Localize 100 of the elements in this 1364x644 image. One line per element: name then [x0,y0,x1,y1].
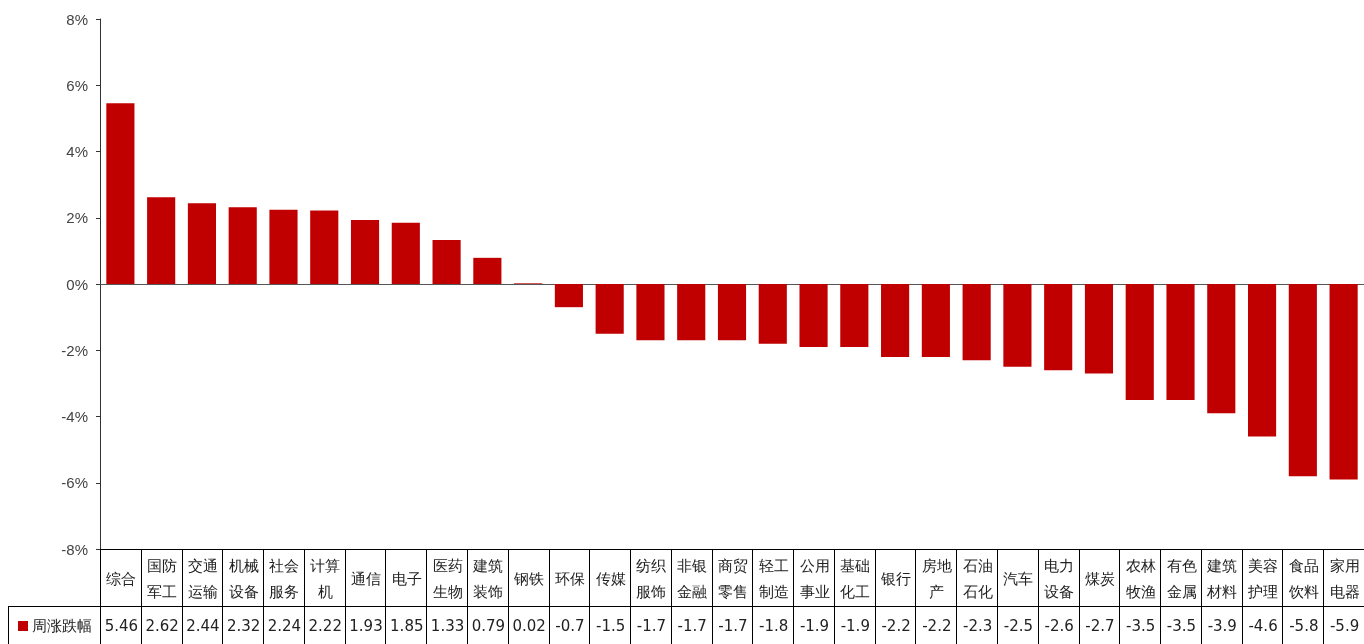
data-label: -3.9 [1200,606,1243,644]
bar [554,284,583,308]
y-tick-label: 4% [66,143,88,160]
x-tick-label: 钢铁 [507,549,550,607]
data-label: -5.9 [1323,606,1364,644]
bar [636,284,665,341]
data-label: -0.7 [548,606,591,644]
data-label: 2.22 [303,606,346,644]
data-label: -5.8 [1282,606,1325,644]
bar [310,210,339,284]
x-tick-label: 公用事业 [793,549,835,607]
data-label: -2.3 [956,606,999,644]
x-tick-label: 电子 [385,549,428,607]
data-label: -3.5 [1160,606,1202,644]
data-label: -1.8 [752,606,795,644]
bar [269,209,298,284]
y-tick-label: -2% [61,341,88,359]
x-tick-label: 商贸零售 [711,549,754,607]
x-tick-label: 通信 [344,549,387,607]
y-tick-label: 8% [66,10,88,28]
data-label: 5.46 [100,606,142,644]
legend-label: 周涨跌幅 [8,606,101,644]
x-tick-label: 美容护理 [1241,549,1284,607]
bar [391,222,420,284]
y-tick-label: -4% [61,408,88,425]
bar [758,284,787,344]
data-label: 1.93 [344,606,387,644]
data-label: 0.79 [466,606,509,644]
bar [677,284,706,341]
data-label: -1.7 [630,606,672,644]
bar [1166,284,1195,400]
y-tick-label: 6% [66,76,88,94]
data-label: 0.02 [507,606,550,644]
x-tick-label: 银行 [874,549,917,607]
x-tick-label: 汽车 [997,549,1039,607]
data-label: 2.44 [181,606,224,644]
bar [1084,284,1114,374]
bar [595,284,624,334]
data-label: -1.9 [793,606,835,644]
x-tick-label: 农林牧渔 [1119,549,1162,607]
bar [473,257,502,284]
x-tick-label: 传媒 [589,549,632,607]
bar [717,284,747,341]
x-tick-label: 综合 [100,549,142,607]
x-tick-label: 交通运输 [181,549,224,607]
bar [1003,284,1032,367]
data-label: -2.7 [1078,606,1121,644]
data-label: 2.24 [263,606,305,644]
data-label: -4.6 [1241,606,1284,644]
bar [1329,284,1358,480]
data-label: -1.9 [833,606,876,644]
data-label: -1.7 [670,606,713,644]
data-label: -2.5 [997,606,1039,644]
bar [228,207,257,284]
x-tick-label: 机械设备 [222,549,265,607]
data-label: -2.2 [915,606,958,644]
bar [1207,284,1236,414]
bar [799,284,828,347]
data-label: 1.85 [385,606,428,644]
data-label: -1.7 [711,606,754,644]
x-tick-label: 社会服务 [263,549,305,607]
y-tick-label: 0% [66,275,88,293]
bar [147,197,176,284]
y-tick-label: -8% [61,540,88,558]
x-tick-label: 非银金融 [670,549,713,607]
x-tick-label: 家用电器 [1323,549,1364,607]
data-label: 1.33 [426,606,468,644]
x-tick-label: 石油石化 [956,549,999,607]
bar [187,203,216,284]
x-tick-label: 建筑装饰 [466,549,509,607]
x-tick-label: 食品饮料 [1282,549,1325,607]
bar [881,284,910,357]
x-tick-label: 房地产 [915,549,958,607]
bar [1125,284,1154,400]
x-tick-label: 有色金属 [1160,549,1202,607]
y-tick-label: -6% [61,474,88,492]
x-tick-label: 医药生物 [426,549,468,607]
data-label: -2.2 [874,606,917,644]
bar [350,220,380,284]
x-tick-label: 轻工制造 [752,549,795,607]
data-label: -3.5 [1119,606,1162,644]
bar [1288,284,1317,477]
x-tick-label: 国防军工 [140,549,183,607]
x-tick-label: 计算机 [303,549,346,607]
bar [432,239,461,284]
x-tick-label: 电力设备 [1037,549,1080,607]
bar [1248,284,1277,437]
data-label: -1.5 [589,606,632,644]
x-tick-label: 煤炭 [1078,549,1121,607]
bar [962,284,991,361]
bar [840,284,869,347]
data-label: 2.62 [140,606,183,644]
data-label: -2.6 [1037,606,1080,644]
x-tick-label: 基础化工 [833,549,876,607]
bar [921,284,950,357]
bar [1044,284,1073,371]
x-tick-label: 建筑材料 [1200,549,1243,607]
x-tick-label: 环保 [548,549,591,607]
x-tick-label: 纺织服饰 [630,549,672,607]
y-tick-label: 2% [66,209,88,227]
